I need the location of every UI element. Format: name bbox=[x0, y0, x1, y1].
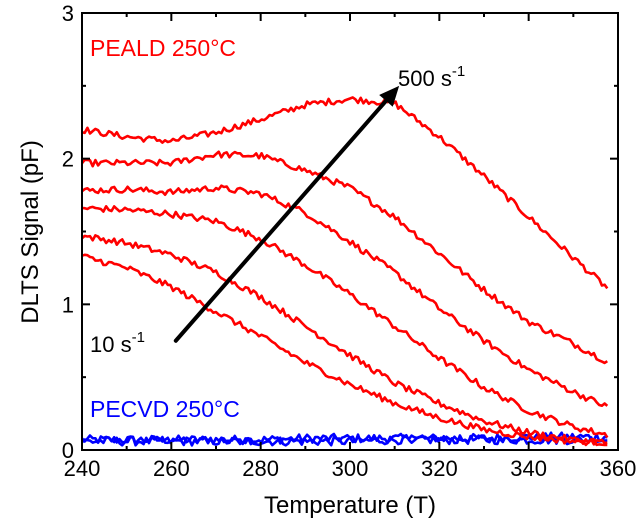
x-tick-label: 320 bbox=[421, 456, 458, 481]
pecvd-series-7 bbox=[82, 434, 608, 447]
y-tick-label: 3 bbox=[62, 1, 74, 26]
y-tick-label: 0 bbox=[62, 438, 74, 463]
x-tick-label: 260 bbox=[153, 456, 190, 481]
trend-arrow-head bbox=[379, 85, 400, 107]
plot-frame bbox=[81, 12, 619, 451]
peald-series-3 bbox=[82, 205, 609, 439]
x-tick-label: 340 bbox=[510, 456, 547, 481]
legend-pecvd: PECVD 250°C bbox=[90, 396, 240, 422]
x-axis-title: Temperature (T) bbox=[264, 492, 436, 519]
legend-peald: PEALD 250°C bbox=[90, 35, 236, 61]
peald-series-2 bbox=[82, 184, 609, 408]
end-rate-label: 500 s-1 bbox=[398, 63, 465, 91]
x-tick-label: 240 bbox=[64, 456, 101, 481]
peald-series-0 bbox=[82, 96, 609, 290]
y-tick-label: 2 bbox=[62, 147, 74, 172]
x-tick-label: 300 bbox=[332, 456, 369, 481]
peald-series-5 bbox=[82, 253, 608, 447]
axis-ticks: 240 260 280 300 320 340 360 0 1 2 3 bbox=[62, 1, 637, 481]
peald-series-4 bbox=[82, 234, 608, 446]
x-tick-label: 360 bbox=[600, 456, 637, 481]
y-axis-title: DLTS Signal (pF) bbox=[17, 140, 44, 324]
y-tick-label: 1 bbox=[62, 292, 74, 317]
trend-arrow-line bbox=[173, 98, 388, 343]
x-tick-label: 280 bbox=[242, 456, 279, 481]
annotations: 500 s-1 10 s-1 bbox=[90, 63, 465, 357]
peald-series-1 bbox=[82, 150, 608, 365]
series-layer bbox=[82, 96, 609, 447]
start-rate-label: 10 s-1 bbox=[90, 329, 145, 357]
